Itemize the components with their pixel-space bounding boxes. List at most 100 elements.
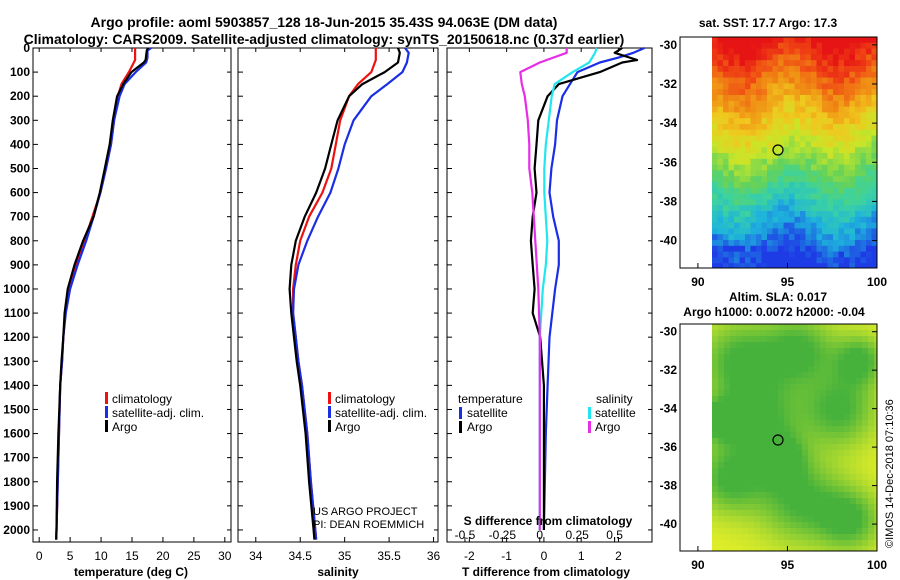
sst-cell — [756, 89, 762, 96]
sst-cell — [723, 257, 729, 264]
sla-cell — [754, 408, 761, 415]
sst-cell — [761, 216, 768, 223]
sst-cell — [778, 141, 784, 148]
sst-cell — [833, 228, 839, 235]
sla-cell — [748, 510, 755, 517]
depth-tick-label: 1000 — [3, 282, 30, 296]
sst-cell — [800, 240, 806, 247]
sla-cell — [796, 372, 803, 379]
sst-cell — [783, 158, 790, 165]
sst-cell — [789, 222, 795, 229]
sst-cell — [800, 124, 806, 131]
sst-cell — [778, 199, 784, 206]
sst-cell — [767, 164, 773, 171]
sst-cell — [717, 100, 724, 107]
sst-cell — [805, 54, 812, 61]
x-tick-label: 0 — [36, 549, 43, 563]
sst-cell — [800, 234, 806, 241]
sst-cell — [750, 141, 757, 148]
sst-cell — [833, 54, 839, 61]
s-difference-xlabel: S difference from climatology — [464, 514, 633, 528]
sst-cell — [838, 245, 845, 252]
sla-cell — [712, 474, 719, 481]
sla-cell — [796, 420, 803, 427]
sst-cell — [860, 135, 867, 142]
sla-cell — [760, 330, 767, 337]
sla-cell — [766, 492, 773, 499]
sst-cell — [750, 205, 757, 212]
sla-cell — [796, 546, 803, 551]
sla-cell — [844, 480, 851, 487]
sst-cell — [750, 234, 757, 241]
depth-tick-label: 300 — [10, 113, 30, 127]
x-tick-label: 25 — [187, 549, 201, 563]
sst-cell — [849, 54, 856, 61]
sst-cell — [811, 199, 817, 206]
sla-cell — [808, 336, 815, 343]
sla-cell — [820, 504, 827, 511]
sst-cell — [756, 129, 762, 136]
sla-cell — [844, 438, 851, 445]
sst-cell — [723, 100, 729, 107]
sla-cell — [832, 450, 839, 457]
sst-cell — [833, 124, 839, 131]
sst-cell — [805, 60, 812, 67]
sst-cell — [745, 153, 751, 160]
sst-cell — [860, 42, 867, 49]
sst-cell — [844, 257, 850, 264]
sla-cell — [838, 528, 845, 535]
sla-cell — [784, 342, 791, 349]
sst-cell — [860, 48, 867, 55]
sla-cell — [718, 450, 725, 457]
sla-cell — [862, 378, 869, 385]
sst-cell — [745, 112, 751, 119]
sst-cell — [827, 228, 834, 235]
sla-cell — [808, 516, 815, 523]
sst-cell — [794, 112, 801, 119]
sst-cell — [783, 135, 790, 142]
sst-cell — [728, 251, 735, 258]
sla-cell — [850, 480, 857, 487]
sla-cell — [724, 348, 731, 355]
sla-cell — [856, 384, 863, 391]
sst-cell — [745, 129, 751, 136]
sla-cell — [856, 438, 863, 445]
sla-cell — [874, 486, 877, 493]
depth-tick-label: 1100 — [4, 306, 30, 320]
sst-cell — [800, 60, 806, 67]
sst-cell — [728, 66, 735, 73]
sst-cell — [734, 158, 740, 165]
sla-cell — [802, 396, 809, 403]
sla-cell — [814, 456, 821, 463]
sst-cell — [761, 228, 768, 235]
sst-cell — [866, 60, 872, 67]
sst-cell — [728, 135, 735, 142]
sla-cell — [730, 528, 737, 535]
sst-cell — [849, 228, 856, 235]
sst-cell — [833, 129, 839, 136]
sla-cell — [856, 336, 863, 343]
sla-cell — [724, 540, 731, 547]
sst-cell — [844, 112, 850, 119]
sst-cell — [739, 251, 746, 258]
sst-cell — [855, 71, 861, 78]
sst-cell — [844, 182, 850, 189]
sla-cell — [778, 534, 785, 541]
sst-cell — [866, 211, 872, 218]
sst-cell — [783, 176, 790, 183]
sst-cell — [866, 176, 872, 183]
sla-cell — [730, 402, 737, 409]
sst-cell — [811, 135, 817, 142]
sst-cell — [805, 129, 812, 136]
sst-cell — [849, 37, 856, 44]
sla-cell — [850, 432, 857, 439]
sst-cell — [761, 106, 768, 113]
sla-cell — [778, 420, 785, 427]
sst-cell — [767, 118, 773, 125]
sst-cell — [728, 199, 735, 206]
sla-cell — [772, 522, 779, 529]
sst-cell — [745, 211, 751, 218]
sst-cell — [811, 129, 817, 136]
sla-cell — [814, 510, 821, 517]
